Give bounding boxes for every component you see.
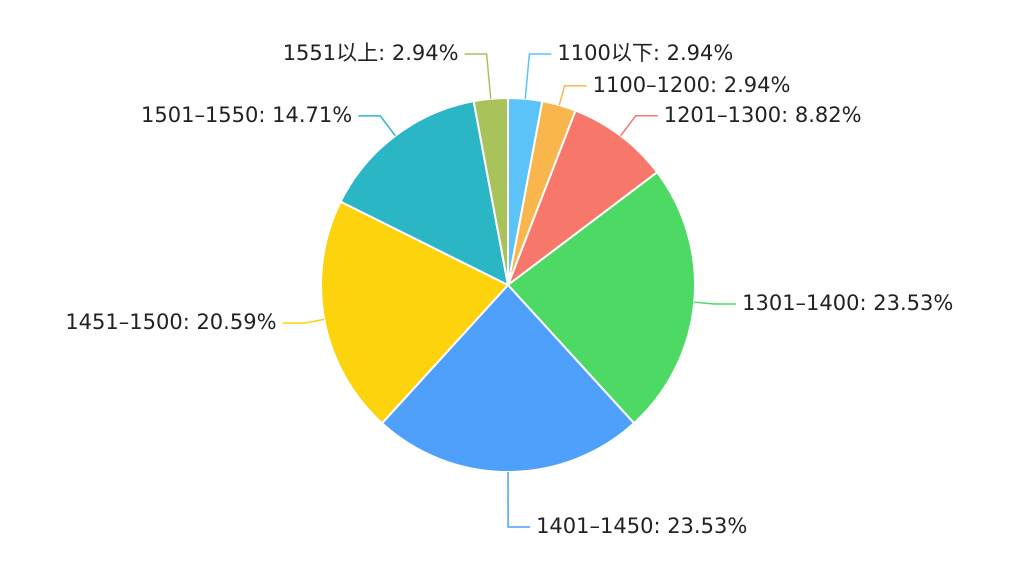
leader-line	[282, 318, 325, 324]
leader-line	[694, 301, 737, 305]
slice-label: 1100–1200: 2.94%	[593, 73, 791, 97]
pie-slice	[506, 170, 696, 425]
slice-label: 1100以下: 2.94%	[557, 41, 733, 65]
leader-line	[464, 53, 492, 99]
pie-slice	[320, 200, 510, 425]
leader-line	[524, 53, 552, 99]
slice-label: 1301–1400: 23.53%	[742, 291, 953, 315]
leader-line	[358, 115, 396, 137]
leader-line	[507, 471, 531, 528]
leader-line	[558, 85, 587, 106]
leader-line	[620, 115, 658, 137]
slice-label: 1201–1300: 8.82%	[664, 103, 862, 127]
pie-slice	[380, 283, 636, 473]
slice-label: 1501–1550: 14.71%	[141, 103, 352, 127]
slice-label: 1401–1450: 23.53%	[536, 514, 747, 538]
slice-label: 1451–1500: 20.59%	[65, 310, 276, 334]
slice-label: 1551以上: 2.94%	[283, 41, 459, 65]
